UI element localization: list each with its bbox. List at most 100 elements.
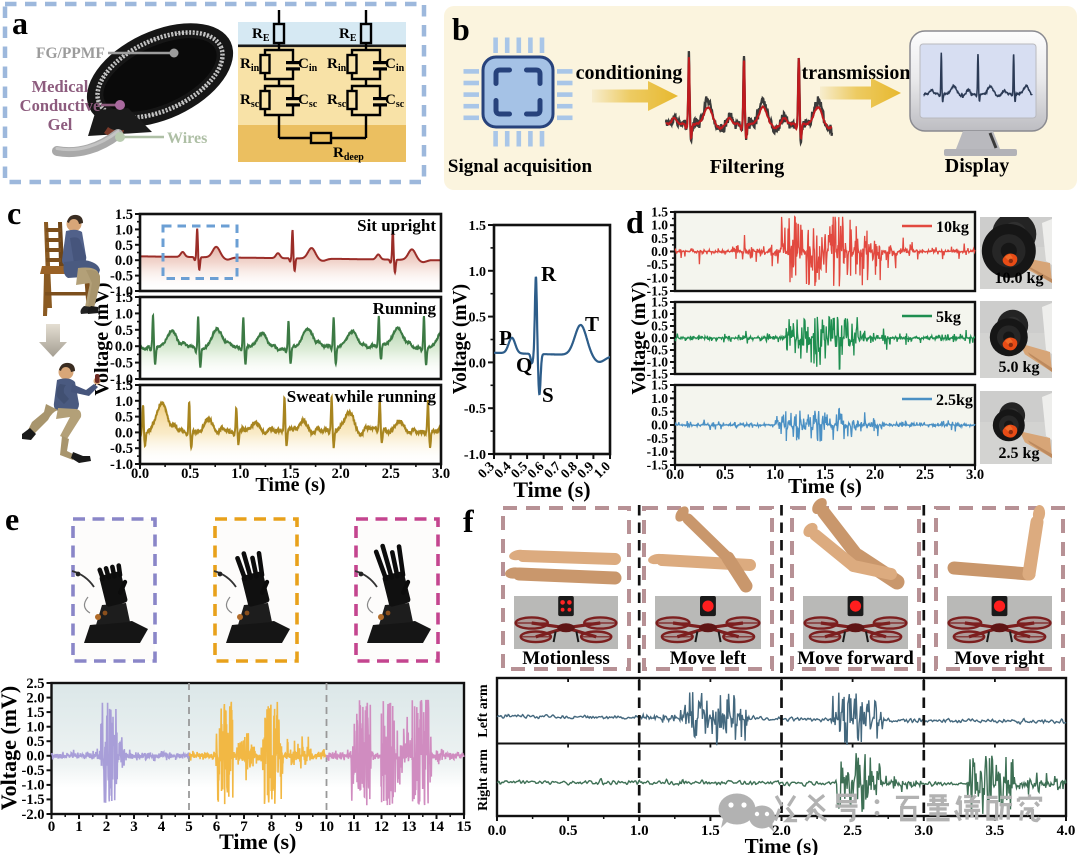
svg-text:2.5: 2.5 [382, 466, 400, 482]
svg-text:4: 4 [158, 819, 166, 835]
svg-text:Time (s): Time (s) [745, 834, 819, 855]
svg-text:2: 2 [103, 819, 111, 835]
svg-text:1.5: 1.5 [651, 295, 668, 310]
svg-text:1.0: 1.0 [115, 394, 133, 410]
svg-text:-1.5: -1.5 [647, 458, 669, 473]
svg-text:b: b [452, 11, 470, 47]
svg-text:1.5: 1.5 [115, 290, 133, 306]
svg-text:11: 11 [347, 819, 361, 835]
svg-text:Voltage (mV): Voltage (mV) [628, 281, 650, 394]
svg-text:14: 14 [429, 819, 445, 835]
svg-text:15: 15 [457, 819, 472, 835]
svg-text:0.5: 0.5 [115, 323, 133, 339]
svg-text:4.0: 4.0 [1057, 823, 1076, 839]
svg-text:0.5: 0.5 [651, 231, 668, 246]
svg-text:0.0: 0.0 [651, 244, 668, 259]
svg-text:0.0: 0.0 [115, 339, 133, 355]
svg-text:Left arm: Left arm [476, 684, 491, 738]
svg-text:c: c [7, 195, 21, 231]
svg-text:10.0 kg: 10.0 kg [995, 270, 1044, 287]
svg-text:2.0: 2.0 [26, 690, 44, 706]
svg-text:-1.5: -1.5 [647, 367, 669, 382]
svg-text:8: 8 [268, 819, 276, 835]
svg-text:Display: Display [945, 155, 1009, 177]
svg-text:-0.5: -0.5 [110, 356, 133, 372]
svg-text:7: 7 [240, 819, 248, 835]
svg-text:T: T [585, 312, 599, 336]
svg-text:1.0: 1.0 [651, 218, 668, 233]
svg-text:Gel: Gel [48, 115, 73, 134]
svg-text:-0.5: -0.5 [22, 763, 45, 779]
svg-text:0.0: 0.0 [115, 253, 133, 269]
svg-text:2.5 kg: 2.5 kg [999, 445, 1040, 462]
svg-text:FG/PPMF: FG/PPMF [36, 45, 105, 62]
svg-text:a: a [12, 5, 28, 41]
svg-text:1.5: 1.5 [469, 219, 487, 234]
svg-text:Voltage (mV): Voltage (mV) [0, 686, 21, 810]
svg-text:Move forward: Move forward [797, 648, 914, 669]
svg-text:-1.0: -1.0 [647, 444, 669, 459]
svg-text:-2.0: -2.0 [22, 807, 45, 823]
svg-text:-0.5: -0.5 [647, 431, 669, 446]
svg-text:0.0: 0.0 [469, 356, 487, 371]
svg-text:2.0: 2.0 [772, 823, 791, 839]
svg-text:0.5: 0.5 [651, 404, 668, 419]
svg-text:-1.0: -1.0 [110, 372, 133, 388]
svg-text:0.5: 0.5 [716, 467, 734, 483]
svg-text:2.5: 2.5 [916, 467, 934, 483]
svg-text:0.5: 0.5 [651, 319, 668, 334]
svg-text:0.5: 0.5 [26, 734, 44, 750]
svg-text:10kg: 10kg [936, 219, 969, 236]
svg-text:Time (s): Time (s) [255, 474, 325, 496]
svg-text:conditioning: conditioning [576, 62, 683, 84]
svg-text:1.5: 1.5 [701, 823, 720, 839]
svg-text:-0.5: -0.5 [647, 257, 669, 272]
svg-text:Time (s): Time (s) [788, 474, 862, 498]
svg-text:1.5: 1.5 [816, 467, 834, 483]
svg-text:2.0: 2.0 [866, 467, 884, 483]
svg-text:Time (s): Time (s) [219, 829, 296, 854]
svg-text:Conductive: Conductive [20, 96, 101, 115]
svg-text:3.0: 3.0 [432, 466, 450, 482]
svg-text:-1.5: -1.5 [647, 284, 669, 299]
svg-text:5: 5 [185, 819, 193, 835]
svg-text:Q: Q [516, 353, 532, 377]
svg-text:0.0: 0.0 [488, 823, 507, 839]
svg-text:S: S [542, 383, 554, 407]
svg-text:0.5: 0.5 [559, 823, 578, 839]
svg-text:Sweat while running: Sweat while running [287, 387, 437, 406]
svg-text:1.0: 1.0 [26, 720, 44, 736]
svg-text:e: e [5, 501, 19, 537]
svg-text:0.5: 0.5 [115, 410, 133, 426]
svg-text:-0.5: -0.5 [464, 402, 486, 417]
svg-text:10: 10 [319, 819, 334, 835]
svg-text:1.0: 1.0 [630, 823, 649, 839]
svg-text:-0.5: -0.5 [110, 269, 133, 285]
svg-text:0.0: 0.0 [651, 418, 668, 433]
svg-text:Right arm: Right arm [476, 749, 491, 811]
svg-text:3.0: 3.0 [966, 467, 984, 483]
svg-text:3.5: 3.5 [986, 823, 1005, 839]
svg-text:1.0: 1.0 [651, 391, 668, 406]
svg-text:1.5: 1.5 [115, 207, 133, 223]
svg-text:Filtering: Filtering [710, 156, 784, 178]
svg-text:1.5: 1.5 [651, 205, 668, 220]
svg-text:0: 0 [48, 819, 56, 835]
svg-text:transmission: transmission [802, 62, 911, 84]
svg-text:2.5: 2.5 [26, 676, 44, 692]
svg-text:0.5: 0.5 [181, 466, 199, 482]
svg-text:-0.5: -0.5 [647, 343, 669, 358]
svg-text:-1.0: -1.0 [647, 270, 669, 285]
svg-text:Signal acquisition: Signal acquisition [448, 156, 593, 177]
svg-text:2.5kg: 2.5kg [936, 392, 973, 409]
svg-text:0.0: 0.0 [666, 467, 684, 483]
svg-text:-1.0: -1.0 [110, 284, 133, 300]
svg-text:Wires: Wires [167, 130, 207, 147]
svg-text:13: 13 [402, 819, 417, 835]
svg-text:-1.5: -1.5 [22, 792, 45, 808]
svg-text:1.5: 1.5 [115, 378, 133, 394]
svg-text:0.5: 0.5 [469, 311, 487, 326]
svg-text:1.0: 1.0 [231, 466, 249, 482]
svg-text:1.0: 1.0 [651, 307, 668, 322]
svg-text:5.0 kg: 5.0 kg [999, 359, 1040, 376]
